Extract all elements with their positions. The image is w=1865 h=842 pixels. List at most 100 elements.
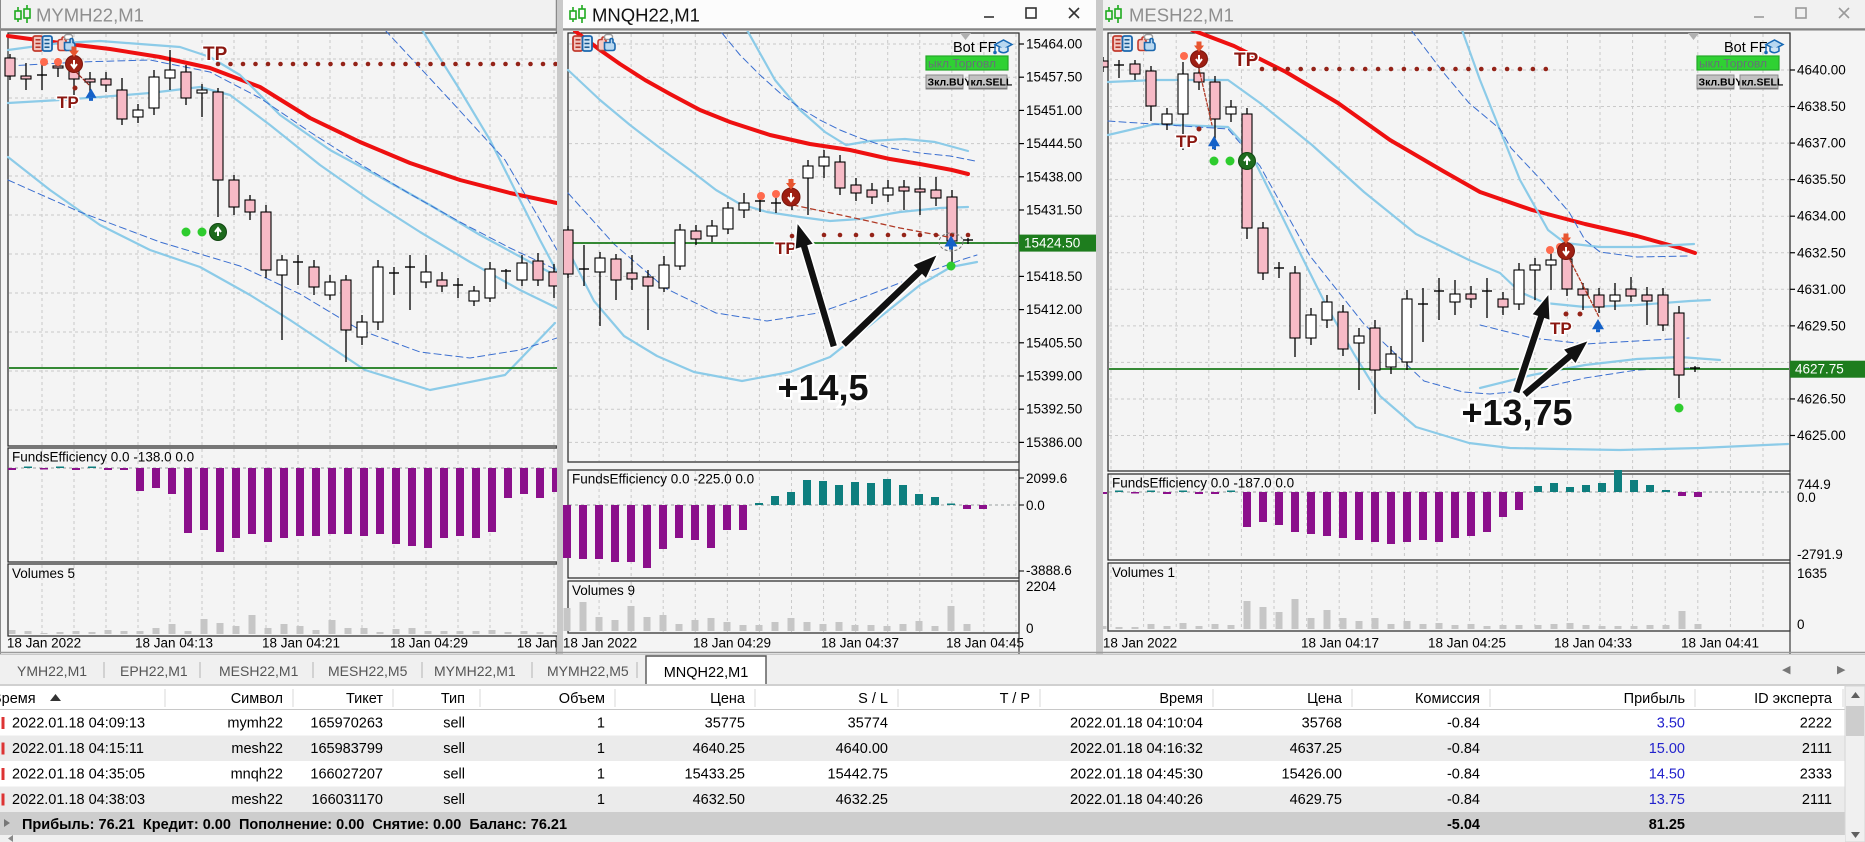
svg-text:+14,5: +14,5 <box>777 367 868 408</box>
svg-text:81.25: 81.25 <box>1649 817 1685 833</box>
svg-text:35768: 35768 <box>1302 716 1342 732</box>
svg-text:1: 1 <box>597 767 605 783</box>
svg-text:ыкл.Торговл: ыкл.Торговл <box>1699 57 1767 71</box>
svg-text:4637.00: 4637.00 <box>1797 136 1846 151</box>
svg-text:-0.84: -0.84 <box>1447 767 1480 783</box>
svg-text:2333: 2333 <box>1800 767 1832 783</box>
svg-text:1: 1 <box>597 792 605 808</box>
svg-text:18 Jan 2022: 18 Jan 2022 <box>7 636 81 651</box>
svg-text:15.00: 15.00 <box>1649 741 1685 757</box>
svg-text:15392.50: 15392.50 <box>1026 402 1082 417</box>
svg-text:2222: 2222 <box>1800 716 1832 732</box>
svg-text:15451.00: 15451.00 <box>1026 103 1082 118</box>
svg-text:Объем: Объем <box>559 691 605 707</box>
svg-text:TP: TP <box>1550 319 1572 338</box>
svg-text:15457.50: 15457.50 <box>1026 70 1082 85</box>
svg-text:2022.01.18 04:45:30: 2022.01.18 04:45:30 <box>1070 767 1203 783</box>
svg-text:18 Jan 04:45: 18 Jan 04:45 <box>946 636 1024 651</box>
svg-text:4640.00: 4640.00 <box>1797 63 1846 78</box>
svg-text:FundsEfficiency 0.0 -187.0 0.0: FundsEfficiency 0.0 -187.0 0.0 <box>1112 476 1294 491</box>
svg-text:MYMH22,M1: MYMH22,M1 <box>434 663 516 679</box>
svg-text:18 Jan 04:13: 18 Jan 04:13 <box>135 636 213 651</box>
svg-text:TP: TP <box>1176 132 1198 151</box>
svg-text:4626.50: 4626.50 <box>1797 391 1846 406</box>
svg-text:15444.50: 15444.50 <box>1026 136 1082 151</box>
svg-text:Зкл.BUY: Зкл.BUY <box>928 77 972 89</box>
svg-text:T / P: T / P <box>1000 691 1030 707</box>
svg-text:MNQH22,M1: MNQH22,M1 <box>664 665 749 681</box>
svg-text:14.50: 14.50 <box>1649 767 1685 783</box>
svg-text:4627.75: 4627.75 <box>1795 362 1844 377</box>
svg-text:18 Jan 04:21: 18 Jan 04:21 <box>262 636 340 651</box>
svg-text:35775: 35775 <box>705 716 745 732</box>
svg-text:Время: Время <box>1159 691 1203 707</box>
svg-text:2022.01.18 04:15:11: 2022.01.18 04:15:11 <box>12 741 144 757</box>
svg-text:18 Jan 2022: 18 Jan 2022 <box>1103 636 1177 651</box>
svg-text:ыкл.Торговл: ыкл.Торговл <box>928 57 996 71</box>
svg-text:4632.50: 4632.50 <box>693 792 745 808</box>
svg-text:MESH22,M1: MESH22,M1 <box>1129 5 1234 26</box>
svg-text:sell: sell <box>443 716 465 732</box>
svg-text:2111: 2111 <box>1802 792 1832 808</box>
svg-text:18 Jan 04:29: 18 Jan 04:29 <box>390 636 468 651</box>
svg-text:Цена: Цена <box>710 691 746 707</box>
svg-text:MYMH22,M5: MYMH22,M5 <box>547 663 629 679</box>
svg-text:кл.SELL: кл.SELL <box>971 77 1013 89</box>
svg-text:2022.01.18 04:38:03: 2022.01.18 04:38:03 <box>12 792 145 808</box>
svg-text:MESH22,M5: MESH22,M5 <box>328 663 408 679</box>
svg-text:Volumes 9: Volumes 9 <box>572 583 635 598</box>
svg-text:2111: 2111 <box>1802 741 1832 757</box>
svg-text:+13,75: +13,75 <box>1461 392 1572 433</box>
svg-text:2204: 2204 <box>1026 579 1057 594</box>
svg-text:Тип: Тип <box>441 691 465 707</box>
svg-text:2022.01.18 04:09:13: 2022.01.18 04:09:13 <box>12 716 145 732</box>
svg-text:Volumes 1: Volumes 1 <box>1112 565 1175 580</box>
svg-text:-2791.9: -2791.9 <box>1797 547 1843 562</box>
svg-text:S / L: S / L <box>858 691 888 707</box>
svg-text:18 Jan 04:41: 18 Jan 04:41 <box>1681 636 1759 651</box>
svg-text:18 Jan 04:25: 18 Jan 04:25 <box>1428 636 1506 651</box>
svg-text:4640.25: 4640.25 <box>693 741 745 757</box>
svg-text:2022.01.18 04:16:32: 2022.01.18 04:16:32 <box>1070 741 1203 757</box>
svg-text:15405.50: 15405.50 <box>1026 335 1082 350</box>
svg-text:2022.01.18 04:40:26: 2022.01.18 04:40:26 <box>1070 792 1203 808</box>
svg-text:4635.50: 4635.50 <box>1797 172 1846 187</box>
svg-text:18 Jan 04:29: 18 Jan 04:29 <box>693 636 771 651</box>
svg-text:Комиссия: Комиссия <box>1415 691 1480 707</box>
svg-text:15412.00: 15412.00 <box>1026 302 1082 317</box>
svg-text:15431.50: 15431.50 <box>1026 203 1082 218</box>
svg-text:4632.50: 4632.50 <box>1797 245 1846 260</box>
svg-text:mnqh22: mnqh22 <box>231 767 283 783</box>
svg-text:Цена: Цена <box>1307 691 1343 707</box>
svg-text:18 Jan 04:17: 18 Jan 04:17 <box>1301 636 1379 651</box>
svg-text:15399.00: 15399.00 <box>1026 369 1082 384</box>
svg-text:18 Jan: 18 Jan <box>517 636 558 651</box>
svg-text:15426.00: 15426.00 <box>1282 767 1342 783</box>
svg-text:◀: ◀ <box>1782 664 1791 676</box>
svg-text:18 Jan 04:33: 18 Jan 04:33 <box>1554 636 1632 651</box>
svg-text:mesh22: mesh22 <box>231 741 283 757</box>
svg-text:Символ: Символ <box>231 691 283 707</box>
svg-text:4634.00: 4634.00 <box>1797 209 1846 224</box>
svg-text:13.75: 13.75 <box>1649 792 1685 808</box>
svg-text:18 Jan 04:37: 18 Jan 04:37 <box>821 636 899 651</box>
svg-text:1635: 1635 <box>1797 566 1827 581</box>
svg-text:0: 0 <box>1026 621 1034 636</box>
svg-text:18 Jan 2022: 18 Jan 2022 <box>563 636 637 651</box>
svg-text:-0.84: -0.84 <box>1447 792 1480 808</box>
svg-text:2022.01.18 04:10:04: 2022.01.18 04:10:04 <box>1070 716 1203 732</box>
svg-text:sell: sell <box>443 767 465 783</box>
svg-text:15418.50: 15418.50 <box>1026 269 1082 284</box>
svg-text:4632.25: 4632.25 <box>836 792 888 808</box>
svg-text:4640.00: 4640.00 <box>836 741 888 757</box>
svg-text:mesh22: mesh22 <box>231 792 283 808</box>
svg-text:4625.00: 4625.00 <box>1797 428 1846 443</box>
svg-text:MESH22,M1: MESH22,M1 <box>219 663 299 679</box>
svg-text:YMH22,M1: YMH22,M1 <box>17 663 87 679</box>
svg-text:Зкл.BUY: Зкл.BUY <box>1699 77 1743 89</box>
svg-text:15424.50: 15424.50 <box>1024 236 1080 251</box>
svg-text:-0.84: -0.84 <box>1447 716 1480 732</box>
svg-text:FundsEfficiency 0.0 -138.0 0.0: FundsEfficiency 0.0 -138.0 0.0 <box>12 450 194 465</box>
svg-text:744.9: 744.9 <box>1797 477 1831 492</box>
svg-text:0: 0 <box>1797 617 1805 632</box>
